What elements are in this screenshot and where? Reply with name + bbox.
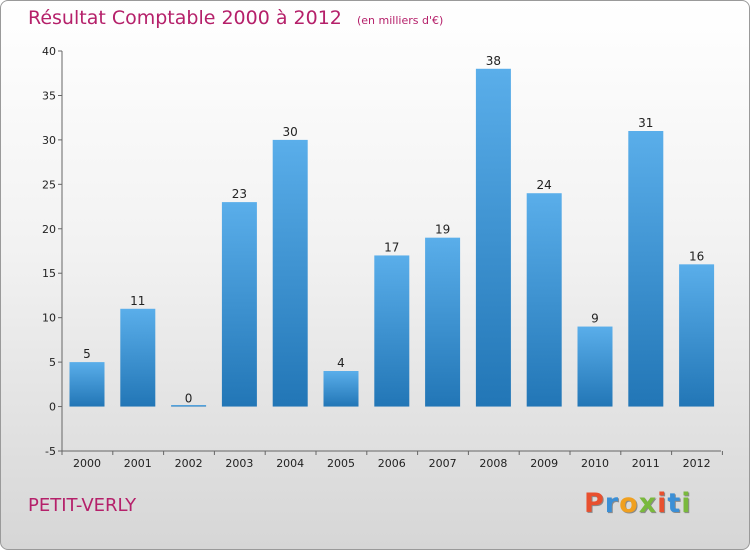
y-tick-label: 0 xyxy=(49,401,56,414)
value-label-2006: 17 xyxy=(384,240,399,254)
x-tick-label-2002: 2002 xyxy=(175,457,203,470)
bar-2008 xyxy=(475,68,511,407)
value-label-2012: 16 xyxy=(689,249,704,263)
value-label-2009: 24 xyxy=(537,178,552,192)
value-label-2011: 31 xyxy=(638,116,653,130)
value-label-2010: 9 xyxy=(591,312,599,326)
value-label-2004: 30 xyxy=(283,125,298,139)
x-tick-label-2001: 2001 xyxy=(124,457,152,470)
bar-2003 xyxy=(221,202,257,407)
x-tick-label-2012: 2012 xyxy=(683,457,711,470)
x-tick-label-2000: 2000 xyxy=(73,457,101,470)
logo-letter: r xyxy=(604,488,620,519)
x-tick-label-2010: 2010 xyxy=(581,457,609,470)
bar-2011 xyxy=(628,131,664,407)
bar-2000 xyxy=(69,362,105,407)
logo-letter: t xyxy=(667,488,682,519)
x-tick-label-2004: 2004 xyxy=(276,457,304,470)
logo-letter: x xyxy=(638,488,658,519)
value-label-2008: 38 xyxy=(486,54,501,68)
bar-2004 xyxy=(272,139,308,407)
x-tick-label-2009: 2009 xyxy=(530,457,558,470)
y-tick-label: 30 xyxy=(42,134,56,147)
bar-2001 xyxy=(120,308,156,407)
y-tick-label: 15 xyxy=(42,267,56,280)
value-label-2005: 4 xyxy=(337,356,345,370)
y-tick-label: 5 xyxy=(49,356,56,369)
bar-2009 xyxy=(526,193,562,407)
bar-2012 xyxy=(679,264,715,407)
x-tick-label-2005: 2005 xyxy=(327,457,355,470)
x-tick-label-2003: 2003 xyxy=(225,457,253,470)
logo-letter: P xyxy=(584,488,605,519)
proxiti-logo: Proxiti xyxy=(584,488,692,519)
x-tick-label-2007: 2007 xyxy=(429,457,457,470)
logo-letter: o xyxy=(619,488,639,519)
logo-letter: i xyxy=(681,488,692,519)
bar-2007 xyxy=(425,237,461,407)
x-tick-label-2006: 2006 xyxy=(378,457,406,470)
y-tick-label: 40 xyxy=(42,45,56,58)
value-label-2001: 11 xyxy=(130,294,145,308)
y-tick-label: 35 xyxy=(42,89,56,102)
bar-2006 xyxy=(374,255,410,407)
x-tick-label-2008: 2008 xyxy=(479,457,507,470)
chart-unit-note: (en milliers d'€) xyxy=(356,14,444,27)
y-tick-label: 25 xyxy=(42,178,56,191)
bar-2002 xyxy=(171,405,207,407)
chart-title-text: Résultat Comptable 2000 à 2012 xyxy=(28,7,342,29)
y-tick-label: 20 xyxy=(42,223,56,236)
bar-2010 xyxy=(577,326,613,407)
chart-title: Résultat Comptable 2000 à 2012 (en milli… xyxy=(28,7,443,29)
value-label-2007: 19 xyxy=(435,223,450,237)
y-tick-label: -5 xyxy=(45,445,56,458)
value-label-2003: 23 xyxy=(232,187,247,201)
logo-letter: i xyxy=(657,488,668,519)
y-tick-label: 10 xyxy=(42,312,56,325)
place-name: PETIT-VERLY xyxy=(28,495,137,516)
x-tick-label-2011: 2011 xyxy=(632,457,660,470)
value-label-2002: 0 xyxy=(185,392,193,406)
bar-2005 xyxy=(323,371,359,407)
value-label-2000: 5 xyxy=(83,347,91,361)
